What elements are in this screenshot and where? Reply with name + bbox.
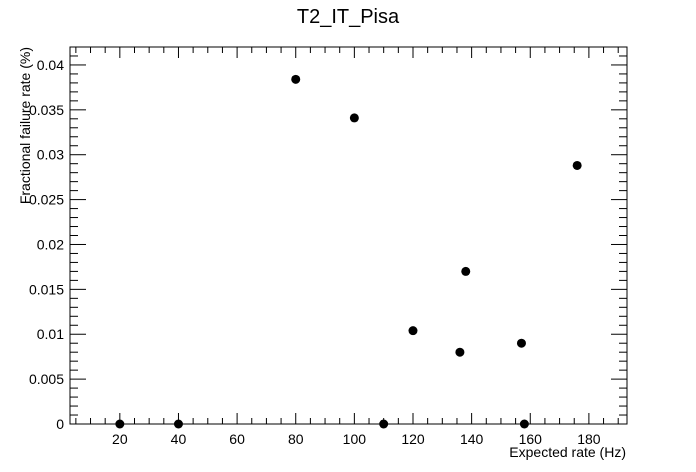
data-point [408,326,418,336]
x-tick-label: 180 [577,431,601,447]
data-point [519,419,529,429]
x-tick-label: 80 [288,431,304,447]
y-axis-ticks [70,46,627,425]
y-tick-label: 0.035 [29,102,64,118]
x-tick-label: 60 [229,431,245,447]
data-point [455,347,465,357]
y-tick-label: 0.01 [37,326,64,342]
y-tick-label: 0.015 [29,281,64,297]
data-point [572,160,582,170]
y-tick-label: 0.005 [29,371,64,387]
y-axis-tick-labels: 0 0.005 0.01 0.015 0.02 0.025 0.03 0.035 0.04 [29,57,64,432]
x-tick-label: 100 [343,431,367,447]
plot-frame [69,46,628,425]
y-axis-label: Fractional failure rate (%) [17,47,33,204]
x-tick-label: 160 [519,431,543,447]
data-point [516,338,526,348]
y-tick-label: 0.03 [37,147,64,163]
x-axis-tick-labels: 20 40 60 80 100 120 140 160 180 [112,431,601,447]
x-tick-label: 40 [171,431,187,447]
data-points [115,74,582,429]
data-point [349,113,359,123]
x-tick-label: 140 [460,431,484,447]
y-tick-label: 0 [56,416,64,432]
data-point [291,74,301,84]
x-axis-ticks [75,47,619,424]
x-axis-label: Expected rate (Hz) [509,444,626,460]
x-tick-label: 20 [112,431,128,447]
x-tick-label: 120 [401,431,425,447]
data-point [115,419,125,429]
chart-title: T2_IT_Pisa [297,6,400,28]
y-tick-label: 0.04 [37,57,64,73]
data-point [379,419,389,429]
data-point [461,266,471,276]
data-point [173,419,183,429]
y-tick-label: 0.02 [37,236,64,252]
y-tick-label: 0.025 [29,192,64,208]
